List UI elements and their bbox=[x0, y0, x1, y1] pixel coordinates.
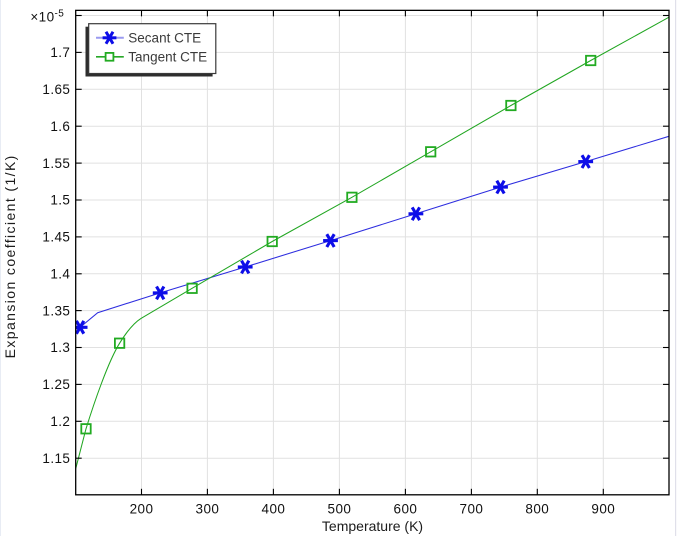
svg-text:900: 900 bbox=[591, 502, 615, 517]
svg-text:300: 300 bbox=[196, 502, 220, 517]
svg-text:400: 400 bbox=[262, 502, 286, 517]
svg-text:1.65: 1.65 bbox=[42, 82, 70, 97]
svg-text:1.2: 1.2 bbox=[50, 414, 70, 429]
svg-text:1.7: 1.7 bbox=[50, 45, 70, 60]
svg-text:1.6: 1.6 bbox=[50, 119, 70, 134]
svg-text:700: 700 bbox=[460, 502, 484, 517]
svg-text:1.35: 1.35 bbox=[42, 303, 70, 318]
svg-text:1.25: 1.25 bbox=[42, 377, 70, 392]
svg-text:Temperature (K): Temperature (K) bbox=[322, 518, 423, 534]
svg-text:Secant CTE: Secant CTE bbox=[128, 31, 201, 46]
svg-text:800: 800 bbox=[525, 502, 549, 517]
svg-text:1.15: 1.15 bbox=[42, 451, 70, 466]
svg-text:1.55: 1.55 bbox=[42, 156, 70, 171]
svg-text:1.3: 1.3 bbox=[50, 340, 70, 355]
svg-text:Expansion coefficient (1/K): Expansion coefficient (1/K) bbox=[2, 154, 18, 358]
svg-text:600: 600 bbox=[394, 502, 418, 517]
svg-text:1.45: 1.45 bbox=[42, 230, 70, 245]
svg-text:200: 200 bbox=[130, 502, 154, 517]
svg-text:Tangent CTE: Tangent CTE bbox=[128, 50, 207, 65]
svg-text:1.4: 1.4 bbox=[50, 267, 70, 282]
svg-text:1.5: 1.5 bbox=[50, 193, 70, 208]
svg-text:500: 500 bbox=[328, 502, 352, 517]
